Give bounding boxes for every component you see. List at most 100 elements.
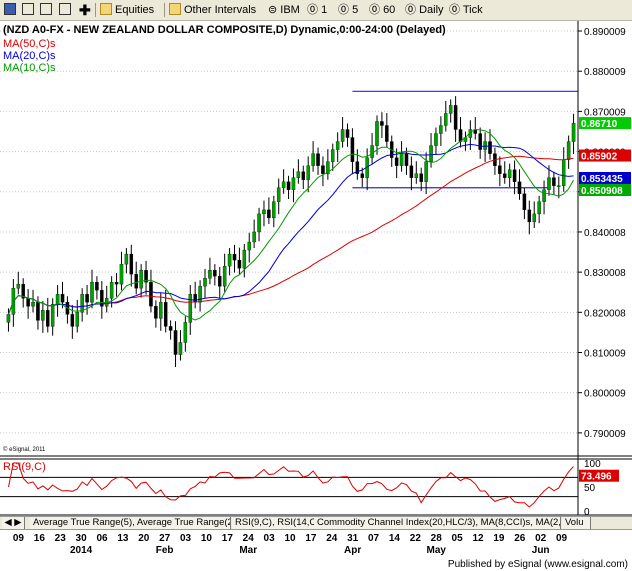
clock-icon: ⓪	[307, 4, 322, 16]
ma-20-line	[8, 143, 574, 315]
date-axis: 09 16 23 30 06 13 20 27 03 10 17 24 03 10 17 24 31 07 14 22…	[0, 530, 632, 560]
candle-body	[557, 185, 561, 187]
equities-button[interactable]: Equities	[100, 2, 154, 18]
date-tick-label: 24	[326, 533, 338, 544]
tab-cci[interactable]: Commodity Channel Index(20,HLC/3), MA(8,…	[314, 517, 561, 529]
candle-body	[114, 282, 119, 285]
candle-body	[429, 145, 433, 162]
price-tick-label: 0.790009	[584, 429, 626, 440]
interval-60-button[interactable]: ⓪ 60	[369, 2, 395, 18]
candle-body	[36, 302, 40, 321]
date-tick-label: 28	[431, 533, 443, 544]
candle-body	[552, 177, 556, 186]
candle-body	[134, 274, 138, 289]
date-tick-label: 26	[514, 533, 526, 544]
interval-5-button[interactable]: ⓪ 5	[338, 2, 358, 18]
candle-body	[301, 171, 306, 180]
candle-body	[355, 161, 360, 174]
candle-body	[21, 284, 25, 299]
price-tick-label: 0.830008	[584, 268, 626, 279]
date-tick-label: 24	[243, 533, 255, 544]
tab-rsi[interactable]: RSI(9,C), RSI(14,C)	[232, 517, 315, 529]
candle-body	[129, 253, 134, 275]
candle-body	[331, 149, 335, 162]
rsi-tag	[579, 469, 619, 482]
print-icon[interactable]	[40, 2, 55, 18]
candle-body	[139, 270, 143, 289]
candle-body	[488, 141, 492, 154]
candle-body	[399, 153, 404, 166]
candle-body	[571, 122, 576, 142]
candle-body	[370, 145, 374, 158]
candle-body	[424, 161, 428, 182]
price-tag-label: 0.853435	[581, 174, 623, 185]
price-tick-label: 0.840008	[584, 228, 626, 239]
interval-1-label: 1	[321, 4, 328, 16]
candle-body	[326, 161, 330, 174]
candle-body	[311, 153, 315, 166]
candle-body	[380, 121, 384, 126]
candle-body	[502, 173, 507, 178]
toolbar: ✚ Equities Other Intervals ⊜ IBM ⓪ 1 ⓪ 5…	[0, 0, 632, 21]
indicator-tabs: ◀ ▶ Average True Range(5), Average True …	[0, 516, 632, 530]
crosshair-icon[interactable]: ✚	[79, 2, 91, 18]
date-tick-label: 16	[34, 533, 46, 544]
interval-60-label: 60	[383, 4, 396, 16]
tab-scroll-left[interactable]: ◀ ▶	[2, 517, 25, 529]
interval-1-button[interactable]: ⓪ 1	[307, 2, 327, 18]
candle-body	[124, 253, 129, 265]
candle-body	[242, 249, 247, 269]
bar-icon[interactable]	[22, 2, 37, 18]
candle-body	[257, 213, 261, 233]
candle-body	[276, 187, 281, 202]
candle-body	[208, 270, 212, 279]
candle-body	[16, 284, 21, 289]
date-tick-label: 14	[389, 533, 401, 544]
tab-atr[interactable]: Average True Range(5), Average True Rang…	[30, 517, 231, 529]
rsi-tick-label: 50	[584, 483, 596, 494]
rsi-title: RSI(9,C)	[3, 461, 46, 473]
candle-body	[173, 330, 178, 355]
candle-body	[281, 181, 286, 188]
candle-body	[340, 129, 345, 142]
date-tick-label: 05	[452, 533, 464, 544]
candle-body	[345, 129, 350, 138]
daily-button[interactable]: ⓪ Daily	[405, 2, 444, 18]
price-tick-label: 0.820008	[584, 308, 626, 319]
tab-volume[interactable]: Volu	[562, 517, 591, 529]
candle-body	[478, 133, 482, 150]
candle-body	[55, 294, 60, 305]
candle-body	[439, 125, 443, 134]
price-tag-label: 0.85902	[581, 152, 618, 163]
candle-body	[522, 193, 527, 211]
candle-body	[227, 253, 232, 267]
tick-button[interactable]: ⓪ Tick	[449, 2, 483, 18]
price-axis: 0.8900090.8800090.8700090.8600090.850009…	[0, 21, 632, 516]
candle-body	[267, 209, 271, 219]
ibm-button[interactable]: ⊜ IBM	[268, 2, 300, 18]
candle-body	[119, 263, 124, 285]
rsi-tag-label: 73.496	[581, 472, 612, 483]
candle-body	[95, 282, 99, 291]
rsi-tick-label: 100	[584, 459, 601, 470]
candle-body	[316, 153, 320, 166]
candle-body	[532, 213, 536, 223]
rsi-line	[8, 462, 574, 508]
candle-body	[100, 290, 104, 307]
candle-body	[188, 294, 193, 323]
legend-ma20: MA(20,C)s	[3, 50, 56, 62]
candle-body	[144, 270, 148, 283]
other-intervals-label: Other Intervals	[184, 4, 257, 16]
other-intervals-button[interactable]: Other Intervals	[169, 2, 256, 18]
chart-type-icon[interactable]	[4, 2, 19, 18]
footer: Published by eSignal (www.esignal.com)	[447, 559, 628, 570]
candle-body	[512, 169, 517, 182]
clock-icon: ⓪	[405, 4, 420, 16]
save-icon[interactable]	[59, 2, 74, 18]
candle-body	[350, 137, 355, 162]
date-tick-label: 17	[222, 533, 234, 544]
clock-icon: ⓪	[369, 4, 384, 16]
candle-body	[360, 173, 364, 178]
date-tick-label: 03	[264, 533, 276, 544]
